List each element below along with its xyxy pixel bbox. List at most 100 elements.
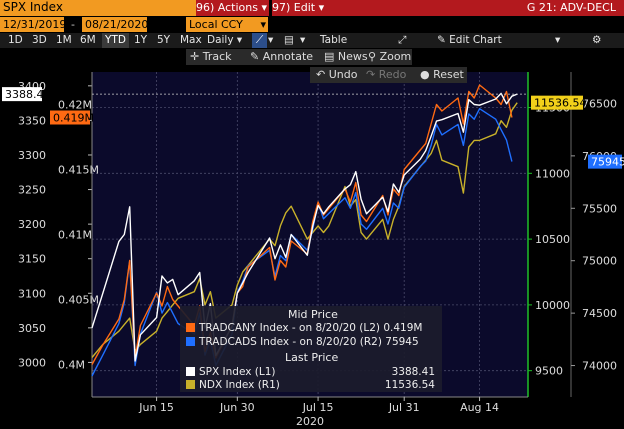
actions-code: 96) [196,1,215,14]
l1-tick-label: 3200 [18,218,46,231]
l1-tick-label: 3050 [18,322,46,335]
l2-tick-label: 0.41M [58,229,92,242]
news-icon: ▤ [324,50,335,63]
x-tick-label: Jun 15 [138,401,174,414]
redo-button[interactable]: ↷ Redo [366,67,406,83]
chevron-down-icon: ▾ [318,1,325,14]
ticker-text: SPX Index [3,0,63,14]
legend-value: 11536.54 [385,379,435,391]
chevron-down-icon[interactable]: ▾ [300,34,306,46]
ndx-last-label-box [531,95,583,110]
x-tick-label: Jun 30 [219,401,255,414]
news-button[interactable]: ▤ News [324,49,368,65]
range-3d[interactable]: 3D [32,34,47,46]
r2-tick-label: 75000 [582,255,617,268]
edit-chart-icon: ✎ [437,34,446,46]
l1-tick-label: 3100 [18,287,46,300]
legend-label: TRADCADS Index - on 8/20/20 (R2) 75945 [198,336,419,348]
legend-label: SPX Index (L1) [199,366,276,378]
legend-label: NDX Index (R1) [199,379,280,391]
undo-text: Undo [328,68,358,81]
news-text: News [337,50,368,63]
start-date-input[interactable]: 12/31/2019 [0,17,67,32]
edit-menu[interactable]: 97) Edit ▾ [272,0,349,16]
range-ytd[interactable]: YTD [102,33,129,48]
spx-last-label-box [2,87,42,102]
undo-icon: ↶ [316,68,326,81]
chevron-down-icon: ▾ [261,1,268,14]
search-icon: ⚲ [368,50,377,63]
r2-tick-label: 74000 [582,360,617,373]
title-bar: SPX Index 96) Actions ▾ 97) Edit ▾ G 21:… [0,0,624,16]
zoom-text: Zoom [379,50,412,63]
range-1y[interactable]: 1Y [134,34,148,46]
l1-tick-label: 3150 [18,253,46,266]
tradcads-last-label-box [588,154,622,169]
tradcads-last-label: 75945 [591,156,624,169]
range-6m[interactable]: 6M [80,34,96,46]
range-1m[interactable]: 1M [56,34,72,46]
security-field[interactable]: SPX Index [0,0,213,16]
l1-tick-label: 3300 [18,149,46,162]
range-1d[interactable]: 1D [8,34,23,46]
frequency-text: Daily [207,34,234,46]
r1-tick-label: 10000 [535,299,570,312]
pencil-icon: ✎ [250,50,260,63]
frequency-select[interactable]: Daily ▾ [207,34,243,46]
reset-button[interactable]: ● Reset [420,67,464,83]
chevron-down-icon: ▾ [260,18,266,31]
line-chart-icon[interactable]: ⟋ [252,33,267,48]
actions-menu[interactable]: 96) Actions ▾ [196,0,269,16]
track-text: Track [202,50,232,63]
edit-label: Edit [293,1,316,14]
chevron-down-icon[interactable]: ▾ [268,34,274,46]
annotate-button[interactable]: ✎ Annotate [250,49,313,65]
end-date-input[interactable]: 08/21/2020 [82,17,149,32]
x-tick-label: Aug 14 [460,401,499,414]
r1-tick-label: 10500 [535,233,570,246]
legend-swatch [186,323,195,332]
legend-value: 3388.41 [392,366,435,378]
legend-swatch [186,337,195,346]
currency-text: Local CCY [189,18,243,31]
redo-icon: ↷ [366,68,376,81]
history-tools: ↶ Undo ↷ Redo ● Reset [310,67,467,83]
legend-swatch [186,367,195,376]
right-title-text: G 21: ADV-DECL [526,1,616,14]
r1-tick-label: 9500 [535,365,563,378]
series-line-spx [91,92,518,362]
legend-heading-last: Last Price [285,351,338,364]
date-range-bar: 12/31/2019 - 08/21/2020 Local CCY ▾ [0,16,624,33]
series-line-ndx [91,102,518,358]
range-5y[interactable]: 5Y [157,34,171,46]
x-tick-label: Jul 31 [388,401,420,414]
l1-tick-label: 3250 [18,184,46,197]
undo-button[interactable]: ↶ Undo [316,67,357,83]
chevron-down-icon[interactable]: ▾ [555,34,561,46]
ndx-last-label: 11536.54 [534,97,587,110]
l2-tick-label: 0.4M [58,359,85,372]
currency-select[interactable]: Local CCY ▾ [186,17,268,32]
expand-icon[interactable]: ⤢ [398,34,407,46]
range-max[interactable]: Max [180,34,202,46]
zoom-button[interactable]: ⚲ Zoom [368,49,411,65]
chart-type-icon[interactable]: ▤ [284,34,294,46]
r2-tick-label: 74500 [582,307,617,320]
annotate-text: Annotate [262,50,314,63]
track-button[interactable]: ✛ Track [190,49,232,65]
l2-tick-label: 0.42M [58,99,92,112]
edit-chart-button[interactable]: ✎ Edit Chart [437,33,502,48]
r1-tick-label: 11000 [535,167,570,180]
end-date-text: 08/21/2020 [85,18,149,31]
edit-chart-text: Edit Chart [449,34,502,46]
l1-tick-label: 3000 [18,356,46,369]
legend-label: TRADCANY Index - on 8/20/20 (L2) 0.419M [198,322,422,334]
table-button[interactable]: Table [320,34,348,46]
start-date-text: 12/31/2019 [3,18,67,31]
legend-swatch [186,380,195,389]
redo-text: Redo [378,68,407,81]
gear-icon[interactable]: ⚙ [592,34,602,46]
l2-tick-label: 0.405M [58,294,99,307]
legend-heading-mid: Mid Price [288,308,338,321]
right-title: G 21: ADV-DECL [349,0,624,16]
